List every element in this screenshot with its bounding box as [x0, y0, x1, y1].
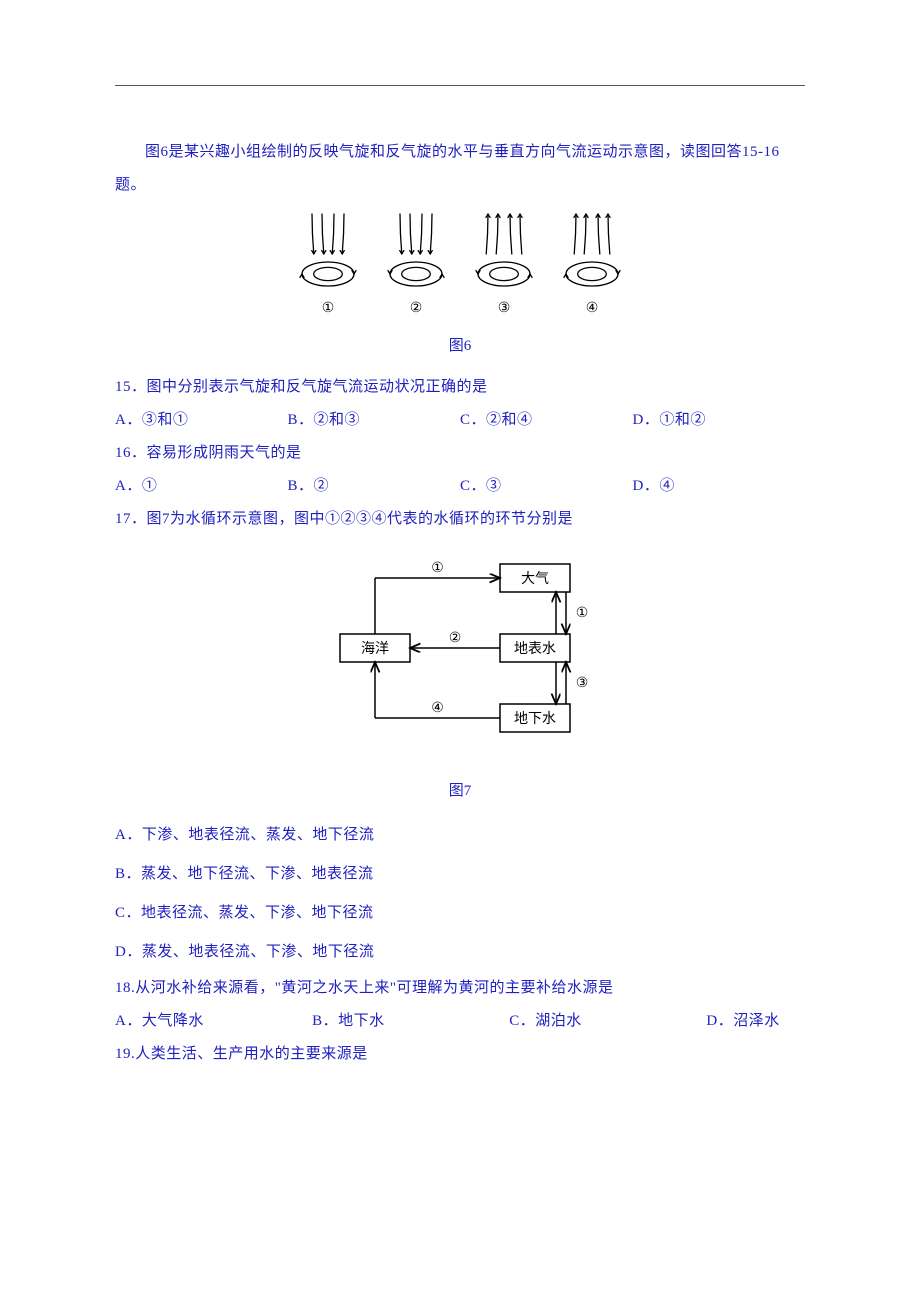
cyclone-item: ③ [469, 208, 539, 317]
q18-opt-d: D．沼泽水 [706, 1005, 805, 1038]
q16-opt-a: A．① [115, 470, 288, 503]
q15-options: A．③和① B．②和③ C．②和④ D．①和② [115, 404, 805, 437]
q16-options: A．① B．② C．③ D．④ [115, 470, 805, 503]
q15-opt-c: C．②和④ [460, 404, 633, 437]
q17-opt-b: B．蒸发、地下径流、下渗、地表径流 [115, 855, 805, 894]
q18-opt-b: B．地下水 [312, 1005, 509, 1038]
svg-text:③: ③ [576, 676, 589, 691]
svg-text:海洋: 海洋 [361, 641, 389, 657]
q16-opt-c: C．③ [460, 470, 633, 503]
svg-text:大气: 大气 [521, 571, 549, 587]
figure-6-caption: 图6 [115, 331, 805, 361]
svg-text:①: ① [576, 606, 589, 621]
q15-stem: 15．图中分别表示气旋和反气旋气流运动状况正确的是 [115, 371, 805, 404]
cyclone-label: ② [410, 300, 423, 317]
q18-opt-a: A．大气降水 [115, 1005, 312, 1038]
cyclone-item: ④ [557, 208, 627, 317]
q16-opt-b: B．② [288, 470, 461, 503]
figure-6: ① ② ③ ④ [115, 208, 805, 317]
q15-opt-b: B．②和③ [288, 404, 461, 437]
water-cycle-diagram: 大气海洋 地表水地下水 ① ① ② ③ ④ [310, 546, 610, 746]
svg-text:④: ④ [431, 701, 444, 716]
q17-opt-d: D．蒸发、地表径流、下渗、地下径流 [115, 933, 805, 972]
page: 图6是某兴趣小组绘制的反映气旋和反气旋的水平与垂直方向气流运动示意图，读图回答1… [0, 0, 920, 1111]
cyclone-label: ③ [498, 300, 511, 317]
q15-opt-a: A．③和① [115, 404, 288, 437]
q17-opt-c: C．地表径流、蒸发、下渗、地下径流 [115, 894, 805, 933]
svg-text:地下水: 地下水 [514, 711, 556, 727]
cyclone-item: ② [381, 208, 451, 317]
header-divider [115, 85, 805, 86]
q15-opt-d: D．①和② [633, 404, 806, 437]
intro-text: 图6是某兴趣小组绘制的反映气旋和反气旋的水平与垂直方向气流运动示意图，读图回答1… [115, 136, 805, 202]
svg-text:①: ① [431, 561, 444, 576]
cyclone-label: ④ [586, 300, 599, 317]
figure-7: 大气海洋 地表水地下水 ① ① ② ③ ④ [115, 546, 805, 746]
cyclone-item: ① [293, 208, 363, 317]
q19-stem: 19.人类生活、生产用水的主要来源是 [115, 1038, 805, 1071]
cyclone-label: ① [322, 300, 335, 317]
q17-stem: 17．图7为水循环示意图，图中①②③④代表的水循环的环节分别是 [115, 503, 805, 536]
q18-stem: 18.从河水补给来源看，"黄河之水天上来"可理解为黄河的主要补给水源是 [115, 972, 805, 1005]
q17-opt-a: A．下渗、地表径流、蒸发、地下径流 [115, 816, 805, 855]
q18-opt-c: C．湖泊水 [509, 1005, 706, 1038]
svg-text:②: ② [449, 631, 462, 646]
svg-text:地表水: 地表水 [514, 641, 556, 657]
q18-options: A．大气降水 B．地下水 C．湖泊水 D．沼泽水 [115, 1005, 805, 1038]
q16-stem: 16．容易形成阴雨天气的是 [115, 437, 805, 470]
q17-options: A．下渗、地表径流、蒸发、地下径流 B．蒸发、地下径流、下渗、地表径流 C．地表… [115, 816, 805, 972]
q16-opt-d: D．④ [633, 470, 806, 503]
figure-7-caption: 图7 [115, 776, 805, 806]
